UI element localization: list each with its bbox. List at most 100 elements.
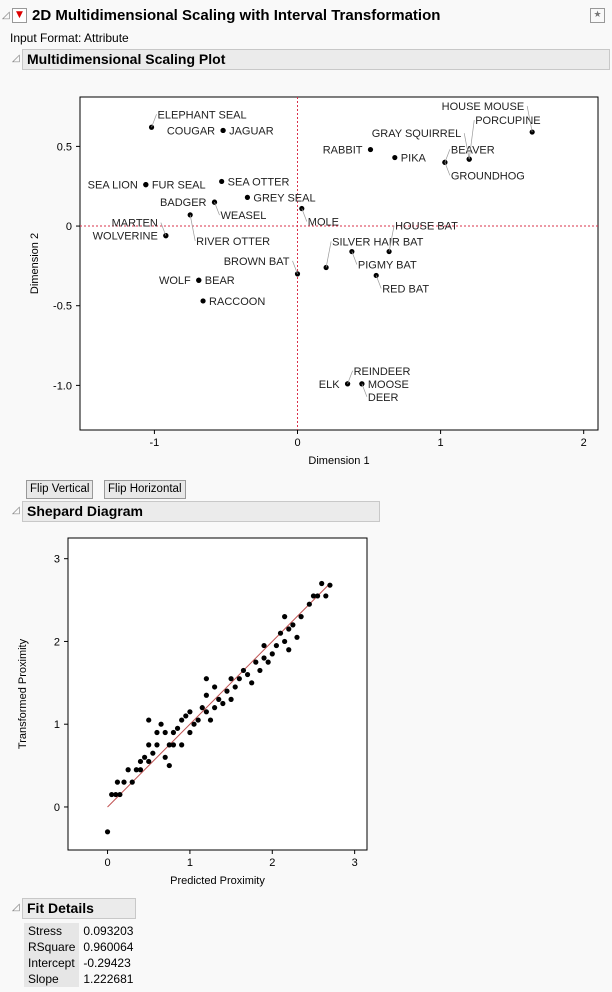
collapse-icon[interactable]: ◿ — [2, 10, 10, 21]
data-point[interactable] — [212, 705, 218, 711]
data-point[interactable] — [187, 212, 193, 218]
data-point[interactable] — [146, 758, 152, 765]
data-point[interactable] — [199, 705, 205, 711]
data-point[interactable] — [179, 742, 185, 748]
data-point[interactable] — [314, 593, 321, 599]
label-leader-line — [463, 133, 470, 160]
data-point[interactable] — [137, 767, 144, 773]
data-point[interactable] — [367, 146, 374, 153]
data-point[interactable] — [244, 671, 251, 678]
data-point[interactable] — [166, 742, 172, 748]
data-point[interactable] — [306, 601, 312, 607]
data-point[interactable] — [121, 779, 127, 785]
data-point[interactable] — [146, 742, 152, 748]
data-point[interactable] — [290, 622, 296, 628]
data-point[interactable] — [142, 754, 148, 760]
data-point[interactable] — [191, 721, 197, 727]
data-point[interactable] — [224, 688, 230, 694]
fit-value: -0.29423 — [83, 956, 131, 970]
data-point[interactable] — [125, 767, 131, 773]
data-point[interactable] — [228, 696, 234, 702]
collapse-icon[interactable]: ◿ — [12, 53, 20, 64]
fit-row: Stress 0.093203 — [24, 923, 137, 939]
data-point[interactable] — [219, 178, 225, 185]
data-point[interactable] — [265, 659, 271, 665]
point-label: MARTEN — [112, 218, 158, 230]
data-point[interactable] — [310, 593, 317, 599]
data-point[interactable] — [104, 829, 111, 835]
data-point[interactable] — [133, 767, 139, 773]
data-point[interactable] — [319, 580, 325, 587]
data-point[interactable] — [114, 779, 121, 785]
data-point[interactable] — [154, 742, 160, 748]
data-point[interactable] — [220, 127, 226, 134]
data-point[interactable] — [203, 709, 209, 715]
data-point[interactable] — [216, 696, 222, 702]
data-point[interactable] — [277, 630, 284, 636]
data-point[interactable] — [150, 750, 156, 756]
data-point[interactable] — [203, 692, 209, 698]
pin-icon[interactable]: ★ — [590, 8, 605, 23]
data-point[interactable] — [187, 709, 193, 715]
data-point[interactable] — [282, 614, 288, 620]
data-point[interactable] — [207, 717, 214, 723]
data-point[interactable] — [137, 758, 144, 765]
data-point[interactable] — [286, 626, 292, 632]
data-point[interactable] — [294, 634, 300, 640]
data-point[interactable] — [236, 676, 242, 682]
data-point[interactable] — [249, 680, 255, 686]
data-point[interactable] — [196, 277, 202, 283]
data-point[interactable] — [170, 742, 177, 748]
data-point[interactable] — [240, 667, 247, 674]
data-point[interactable] — [162, 754, 168, 760]
data-point[interactable] — [211, 199, 218, 205]
data-point[interactable] — [143, 182, 149, 188]
data-point[interactable] — [129, 779, 135, 785]
data-point[interactable] — [253, 659, 259, 665]
data-point[interactable] — [298, 614, 304, 620]
collapse-icon[interactable]: ◿ — [12, 505, 20, 516]
y-tick-label: 3 — [54, 554, 60, 566]
data-point[interactable] — [232, 684, 238, 690]
data-point[interactable] — [179, 717, 185, 723]
point-label: HOUSE BAT — [395, 221, 458, 233]
data-point[interactable] — [158, 721, 164, 727]
data-point[interactable] — [154, 729, 160, 736]
flip-vertical-button[interactable]: Flip Vertical — [26, 480, 94, 499]
data-point[interactable] — [117, 791, 123, 798]
data-point[interactable] — [109, 791, 115, 798]
shepard-section-header[interactable]: Shepard Diagram — [22, 501, 380, 522]
data-point[interactable] — [327, 582, 333, 588]
data-point[interactable] — [228, 676, 234, 682]
mds-section-header[interactable]: Multidimensional Scaling Plot — [22, 49, 610, 70]
data-point[interactable] — [269, 651, 275, 657]
data-point[interactable] — [183, 713, 189, 719]
data-point[interactable] — [170, 729, 177, 736]
data-point[interactable] — [220, 700, 226, 707]
data-point[interactable] — [286, 647, 292, 653]
data-point[interactable] — [212, 684, 218, 690]
fit-details-header[interactable]: Fit Details — [22, 898, 136, 919]
data-point[interactable] — [195, 717, 201, 723]
data-point[interactable] — [273, 642, 279, 649]
point-label: RACCOON — [209, 296, 265, 308]
data-point[interactable] — [200, 298, 206, 304]
data-point[interactable] — [282, 638, 288, 645]
data-point[interactable] — [166, 762, 172, 769]
data-point[interactable] — [162, 729, 168, 736]
data-point[interactable] — [174, 725, 181, 731]
data-point[interactable] — [146, 717, 152, 723]
data-point[interactable] — [187, 729, 193, 736]
flip-horizontal-button[interactable]: Flip Horizontal — [104, 480, 186, 499]
point-label: ELK — [319, 379, 340, 391]
data-point[interactable] — [203, 676, 209, 682]
data-point[interactable] — [323, 593, 329, 599]
data-point[interactable] — [392, 154, 398, 161]
collapse-icon[interactable]: ◿ — [12, 902, 20, 913]
data-point[interactable] — [113, 791, 119, 798]
data-point[interactable] — [261, 642, 267, 649]
data-point[interactable] — [244, 194, 251, 200]
data-point[interactable] — [257, 667, 263, 674]
red-triangle-menu-icon[interactable]: ▼ — [12, 8, 27, 23]
data-point[interactable] — [261, 655, 267, 661]
